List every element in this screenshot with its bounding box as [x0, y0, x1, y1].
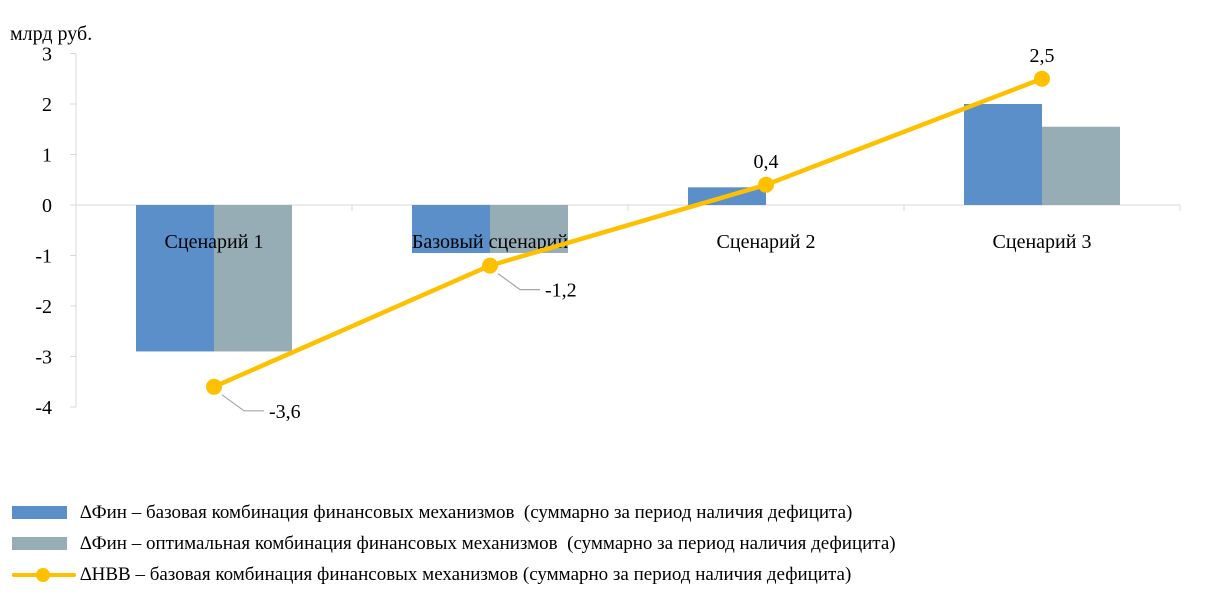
line-series	[206, 70, 1050, 395]
legend: ∆Фин – базовая комбинация финансовых мех…	[12, 497, 896, 590]
chart-plot-area: млрд руб. 3 2 1 0 -1 -2 -3 -4 Сценарий 1 Базовый…	[10, 23, 1181, 423]
line-point[interactable]	[1034, 70, 1050, 87]
legend-item-bar-base[interactable]: ∆Фин – базовая комбинация финансовых мех…	[12, 497, 896, 528]
legend-label: ∆НВВ – базовая комбинация финансовых мех…	[80, 563, 852, 585]
bar-optimal[interactable]	[214, 205, 292, 352]
line-point[interactable]	[482, 257, 498, 274]
category-labels: Сценарий 1 Базовый сценарий Сценарий 2 Сцен…	[165, 231, 1092, 253]
y-axis: 3 2 1 0 -1 -2 -3 -4	[35, 44, 77, 419]
legend-label: ∆Фин – оптимальная комбинация финансовых…	[80, 532, 896, 554]
legend-swatch-bar-optimal	[12, 537, 67, 550]
bar-base[interactable]	[964, 104, 1042, 205]
bar-base[interactable]	[412, 205, 490, 253]
line-nvv[interactable]	[213, 76, 1043, 389]
y-tick-label: 0	[42, 195, 52, 217]
bar-optimal[interactable]	[1042, 126, 1120, 205]
y-tick-label: -4	[35, 397, 52, 419]
data-label-leader	[221, 394, 264, 412]
bar-base[interactable]	[136, 205, 214, 352]
data-label: -1,2	[545, 280, 577, 302]
legend-swatch-line-nvv	[12, 567, 76, 583]
legend-item-bar-optimal[interactable]: ∆Фин – оптимальная комбинация финансовых…	[12, 528, 896, 559]
y-tick-label: 3	[42, 44, 52, 66]
x-category-label: Базовый сценарий	[412, 231, 568, 253]
y-tick-label: -2	[35, 296, 52, 318]
bar-series	[136, 104, 1120, 352]
y-tick-label: -1	[35, 246, 52, 268]
line-point[interactable]	[206, 378, 222, 395]
data-label-leader	[497, 273, 540, 291]
y-tick-label: 1	[42, 145, 52, 167]
data-label: 0,4	[754, 151, 779, 173]
line-point[interactable]	[758, 176, 774, 193]
legend-item-line-nvv[interactable]: ∆НВВ – базовая комбинация финансовых мех…	[12, 559, 896, 590]
y-tick-label: 2	[42, 94, 52, 116]
legend-label: ∆Фин – базовая комбинация финансовых мех…	[80, 501, 853, 523]
y-tick-label: -3	[35, 347, 52, 369]
x-category-label: Сценарий 2	[717, 231, 816, 253]
y-unit-label: млрд руб.	[10, 23, 92, 45]
legend-swatch-bar-base	[12, 506, 67, 519]
x-category-label: Сценарий 3	[993, 231, 1092, 253]
data-label: 2,5	[1030, 45, 1055, 67]
data-label: -3,6	[269, 401, 301, 423]
x-category-label: Сценарий 1	[165, 231, 264, 253]
data-labels: -3,6 -1,2 0,4 2,5	[221, 45, 1055, 423]
